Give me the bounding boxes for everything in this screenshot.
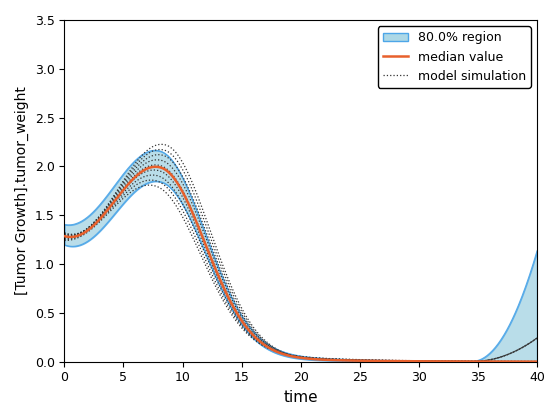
model simulation [290,353,296,358]
Y-axis label: [Tumor Growth].tumor_weight: [Tumor Growth].tumor_weight [15,87,29,295]
median value [290,354,296,359]
model simulation [523,359,530,364]
model simulation [450,359,456,364]
model simulation [61,238,68,243]
median value [287,353,293,358]
model simulation [534,359,540,364]
model simulation [287,352,293,357]
Legend: 80.0% region, median value, model simulation: 80.0% region, median value, model simula… [377,26,531,88]
Line: model simulation: model simulation [64,185,537,362]
model simulation [343,357,350,362]
median value [318,357,324,362]
model simulation [318,356,324,361]
median value [61,234,68,239]
median value [450,359,456,364]
median value [534,359,540,364]
X-axis label: time: time [283,390,318,405]
median value [523,359,530,364]
model simulation [146,183,153,188]
median value [152,164,158,169]
Line: median value: median value [64,167,537,362]
median value [343,358,350,363]
